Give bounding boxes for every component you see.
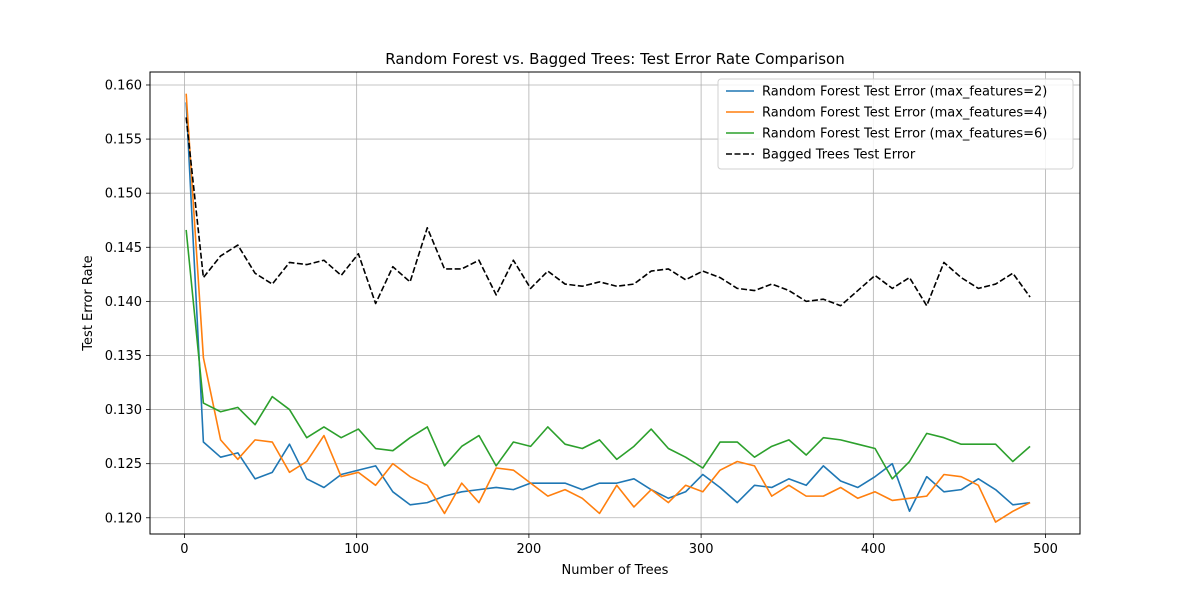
y-tick-label: 0.140: [105, 295, 142, 310]
x-tick-label: 400: [861, 542, 886, 557]
legend: Random Forest Test Error (max_features=2…: [717, 78, 1074, 170]
y-axis-label: Test Error Rate: [81, 255, 96, 351]
y-tick-label: 0.145: [105, 241, 142, 256]
legend-box: [717, 78, 1074, 170]
x-tick-label: 100: [344, 542, 369, 557]
y-tick-label: 0.130: [105, 403, 142, 418]
series-line-3: [185, 117, 1031, 307]
series-line-0: [185, 102, 1031, 513]
y-tick-label: 0.150: [105, 187, 142, 202]
x-tick-label: 200: [516, 542, 541, 557]
grid: [150, 72, 1080, 534]
y-tick-label: 0.125: [105, 457, 142, 472]
y-tick-label: 0.120: [105, 511, 142, 526]
x-tick-label: 500: [1033, 542, 1058, 557]
axis-ticks: 0 100 200 300 400 500 0.120 0.125 0.130 0.135 0.14…: [105, 78, 1058, 557]
y-tick-label: 0.135: [105, 349, 142, 364]
series-line-1: [185, 93, 1031, 523]
y-tick-label: 0.160: [105, 78, 142, 93]
y-tick-label: 0.155: [105, 133, 142, 148]
chart-title: Random Forest vs. Bagged Trees: Test Err…: [385, 50, 844, 68]
x-axis-label: Number of Trees: [562, 563, 669, 578]
x-tick-label: 0: [180, 542, 188, 557]
series-lines: [185, 93, 1031, 523]
legend-label-2: Random Forest Test Error (max_features=6…: [762, 127, 1047, 142]
legend-label-1: Random Forest Test Error (max_features=4…: [762, 106, 1047, 121]
series-line-2: [185, 229, 1031, 480]
legend-label-0: Random Forest Test Error (max_features=2…: [762, 85, 1047, 100]
x-tick-label: 300: [689, 542, 714, 557]
legend-label-3: Bagged Trees Test Error: [762, 148, 916, 163]
plot-frame: [149, 71, 1081, 535]
